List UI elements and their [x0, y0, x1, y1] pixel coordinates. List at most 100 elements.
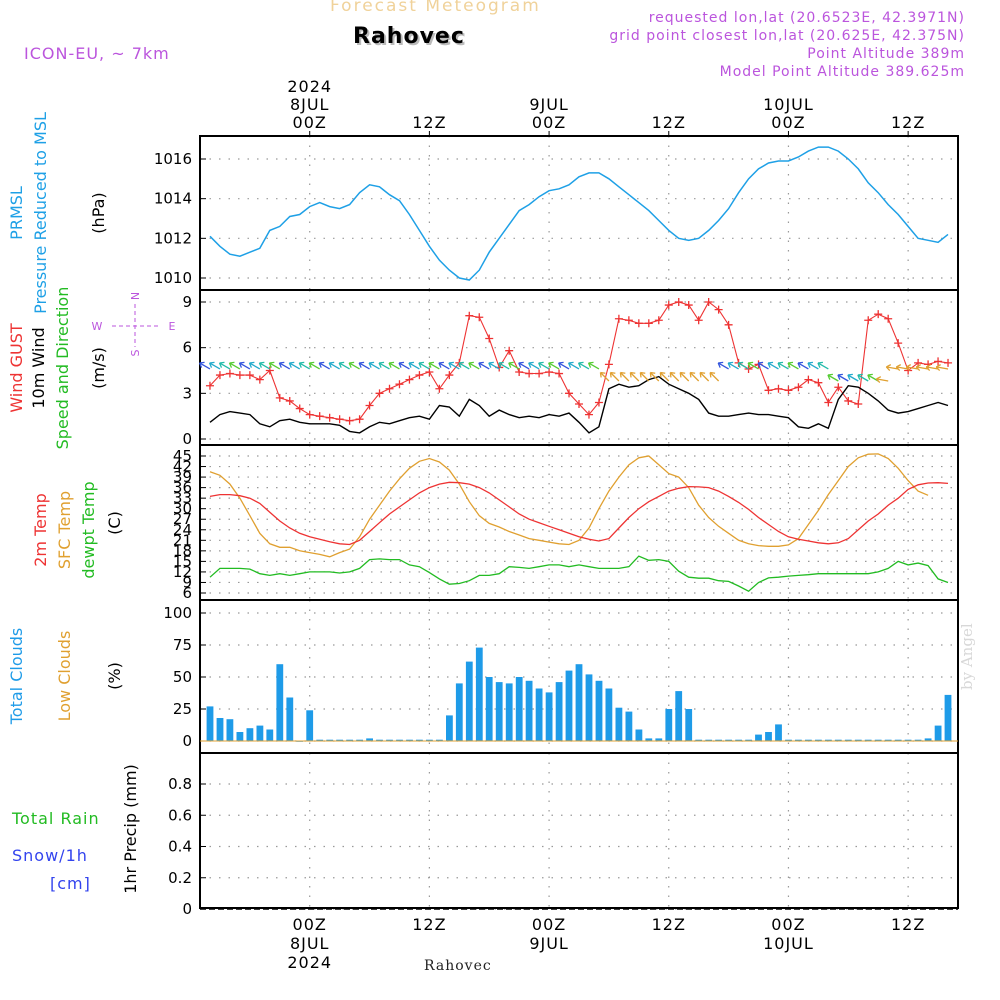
temp-2m-line	[209, 481, 949, 546]
clouds-unit: (%)	[105, 662, 124, 690]
point-altitude: Point Altitude 389m	[807, 46, 965, 62]
total-clouds-bar	[535, 688, 543, 741]
top-time-label: 00Z	[532, 113, 566, 132]
temp-tick-label: 9	[182, 573, 192, 591]
total-clouds-bar	[785, 739, 792, 741]
wind-gust-marker	[475, 313, 484, 322]
wind-gust-marker	[664, 301, 673, 310]
wind-gust-marker	[245, 371, 254, 380]
wind-gust-marker	[944, 358, 953, 367]
wind-direction-arrow	[498, 361, 510, 370]
temp-tick-label: 36	[173, 479, 192, 497]
pressure-label: PRMSL	[7, 186, 26, 240]
total-clouds-bar	[216, 718, 224, 741]
wind-gust-marker	[205, 381, 214, 390]
temp-tick-label: 21	[173, 531, 192, 549]
wind-gust-marker	[275, 393, 284, 402]
total-clouds-bar	[805, 739, 812, 741]
wind-gust-marker	[335, 415, 344, 424]
total-clouds-bar	[685, 709, 693, 741]
wind-gust-marker	[365, 401, 374, 410]
wind-direction-arrow	[737, 361, 749, 370]
wind-gust-marker	[784, 386, 793, 395]
bottom-time-label: 00Z	[293, 915, 327, 934]
total-clouds-bar	[426, 739, 433, 741]
top-title: Forecast Meteogram	[330, 0, 541, 16]
total-clouds-bar	[356, 739, 363, 741]
wind-direction-arrow	[568, 361, 580, 370]
temp-tick-label: 15	[173, 552, 192, 570]
total-clouds-bar	[735, 739, 742, 741]
temp-tick-label: 42	[173, 458, 192, 476]
wind-direction-arrow	[318, 361, 330, 370]
wind-gust-marker	[425, 368, 434, 377]
wind-direction-arrow	[699, 371, 710, 382]
wind-direction-arrow	[857, 373, 869, 382]
wind-gust-marker	[884, 314, 893, 323]
wind-direction-arrow	[548, 361, 560, 370]
clouds-tick-label: 100	[163, 604, 192, 622]
wind-direction-arrow	[248, 361, 261, 370]
wind-direction-arrow	[659, 371, 670, 382]
wind-direction-arrow	[609, 371, 620, 382]
temp-tick-label: 12	[173, 563, 192, 581]
total-clouds-bar	[455, 683, 463, 741]
total-clouds-bar	[316, 739, 324, 741]
wind-gust-marker	[934, 357, 943, 366]
wind-gust-marker	[824, 398, 833, 407]
pressure-frame	[199, 135, 959, 291]
wind-gust-marker	[694, 316, 703, 325]
total-clouds-bar	[565, 670, 573, 741]
temp-tick-label: 18	[173, 542, 192, 560]
total-clouds-bar	[366, 738, 373, 741]
wind-gust-marker	[545, 368, 554, 377]
wind-gust-marker	[235, 371, 244, 380]
wind-direction-arrow	[278, 361, 291, 370]
total-clouds-bar	[844, 739, 852, 741]
total-clouds-bar	[575, 664, 583, 741]
pressure-tick-label: 1016	[154, 150, 192, 168]
temp-tick-label: 45	[173, 447, 192, 465]
wind-direction-arrow	[777, 361, 789, 370]
clouds-tick-label: 75	[173, 636, 192, 654]
wind-gust-marker	[894, 339, 903, 348]
requested-coords: requested lon,lat (20.6523E, 42.3971N)	[648, 10, 965, 26]
total-clouds-bar	[884, 739, 892, 741]
precip-tick-label: 0.4	[168, 838, 192, 856]
wind-direction-arrow	[679, 371, 690, 382]
wind-gust-marker	[265, 366, 274, 375]
wind-gust-label: Wind GUST	[7, 323, 26, 413]
wind-direction-arrow	[689, 371, 700, 382]
total-clouds-bar	[894, 739, 902, 741]
top-time-label: 00Z	[293, 113, 327, 132]
wind-direction-arrow	[817, 361, 829, 370]
total-clouds-bar	[854, 739, 862, 741]
total-clouds-bar	[625, 711, 633, 741]
total-clouds-bar	[944, 694, 952, 741]
precip-unit: 1hr Precip (mm)	[121, 764, 140, 894]
pressure-tick-label: 1012	[154, 229, 192, 247]
wind-gust-marker	[285, 396, 294, 405]
wind-gust-marker	[435, 384, 444, 393]
total-clouds-bar	[525, 680, 533, 741]
total-clouds-bar	[755, 734, 762, 741]
total-clouds-bar	[775, 724, 782, 741]
wind-direction-arrow	[807, 361, 819, 370]
wind-direction-label: Speed and Direction	[53, 287, 72, 450]
precip-tick-label: 0.2	[168, 869, 192, 887]
wind-tick-label: 3	[182, 384, 192, 402]
wind-direction-arrow	[418, 361, 430, 370]
bottom-time-label: 12Z	[652, 915, 686, 934]
top-time-label: 9JUL	[529, 95, 569, 114]
wind-direction-arrow	[649, 371, 660, 382]
wind-gust-marker	[644, 319, 653, 328]
wind-direction-arrow	[238, 361, 251, 370]
precip-axis: 0 0.2 0.4 0.6 0.8	[168, 752, 959, 918]
wind-direction-arrow	[518, 361, 530, 370]
total-clouds-bar	[655, 738, 663, 741]
wind-direction-arrow	[558, 361, 570, 370]
wind-direction-arrow	[208, 361, 221, 370]
wind-gust-marker	[634, 319, 643, 328]
wind-direction-arrow	[787, 361, 799, 370]
